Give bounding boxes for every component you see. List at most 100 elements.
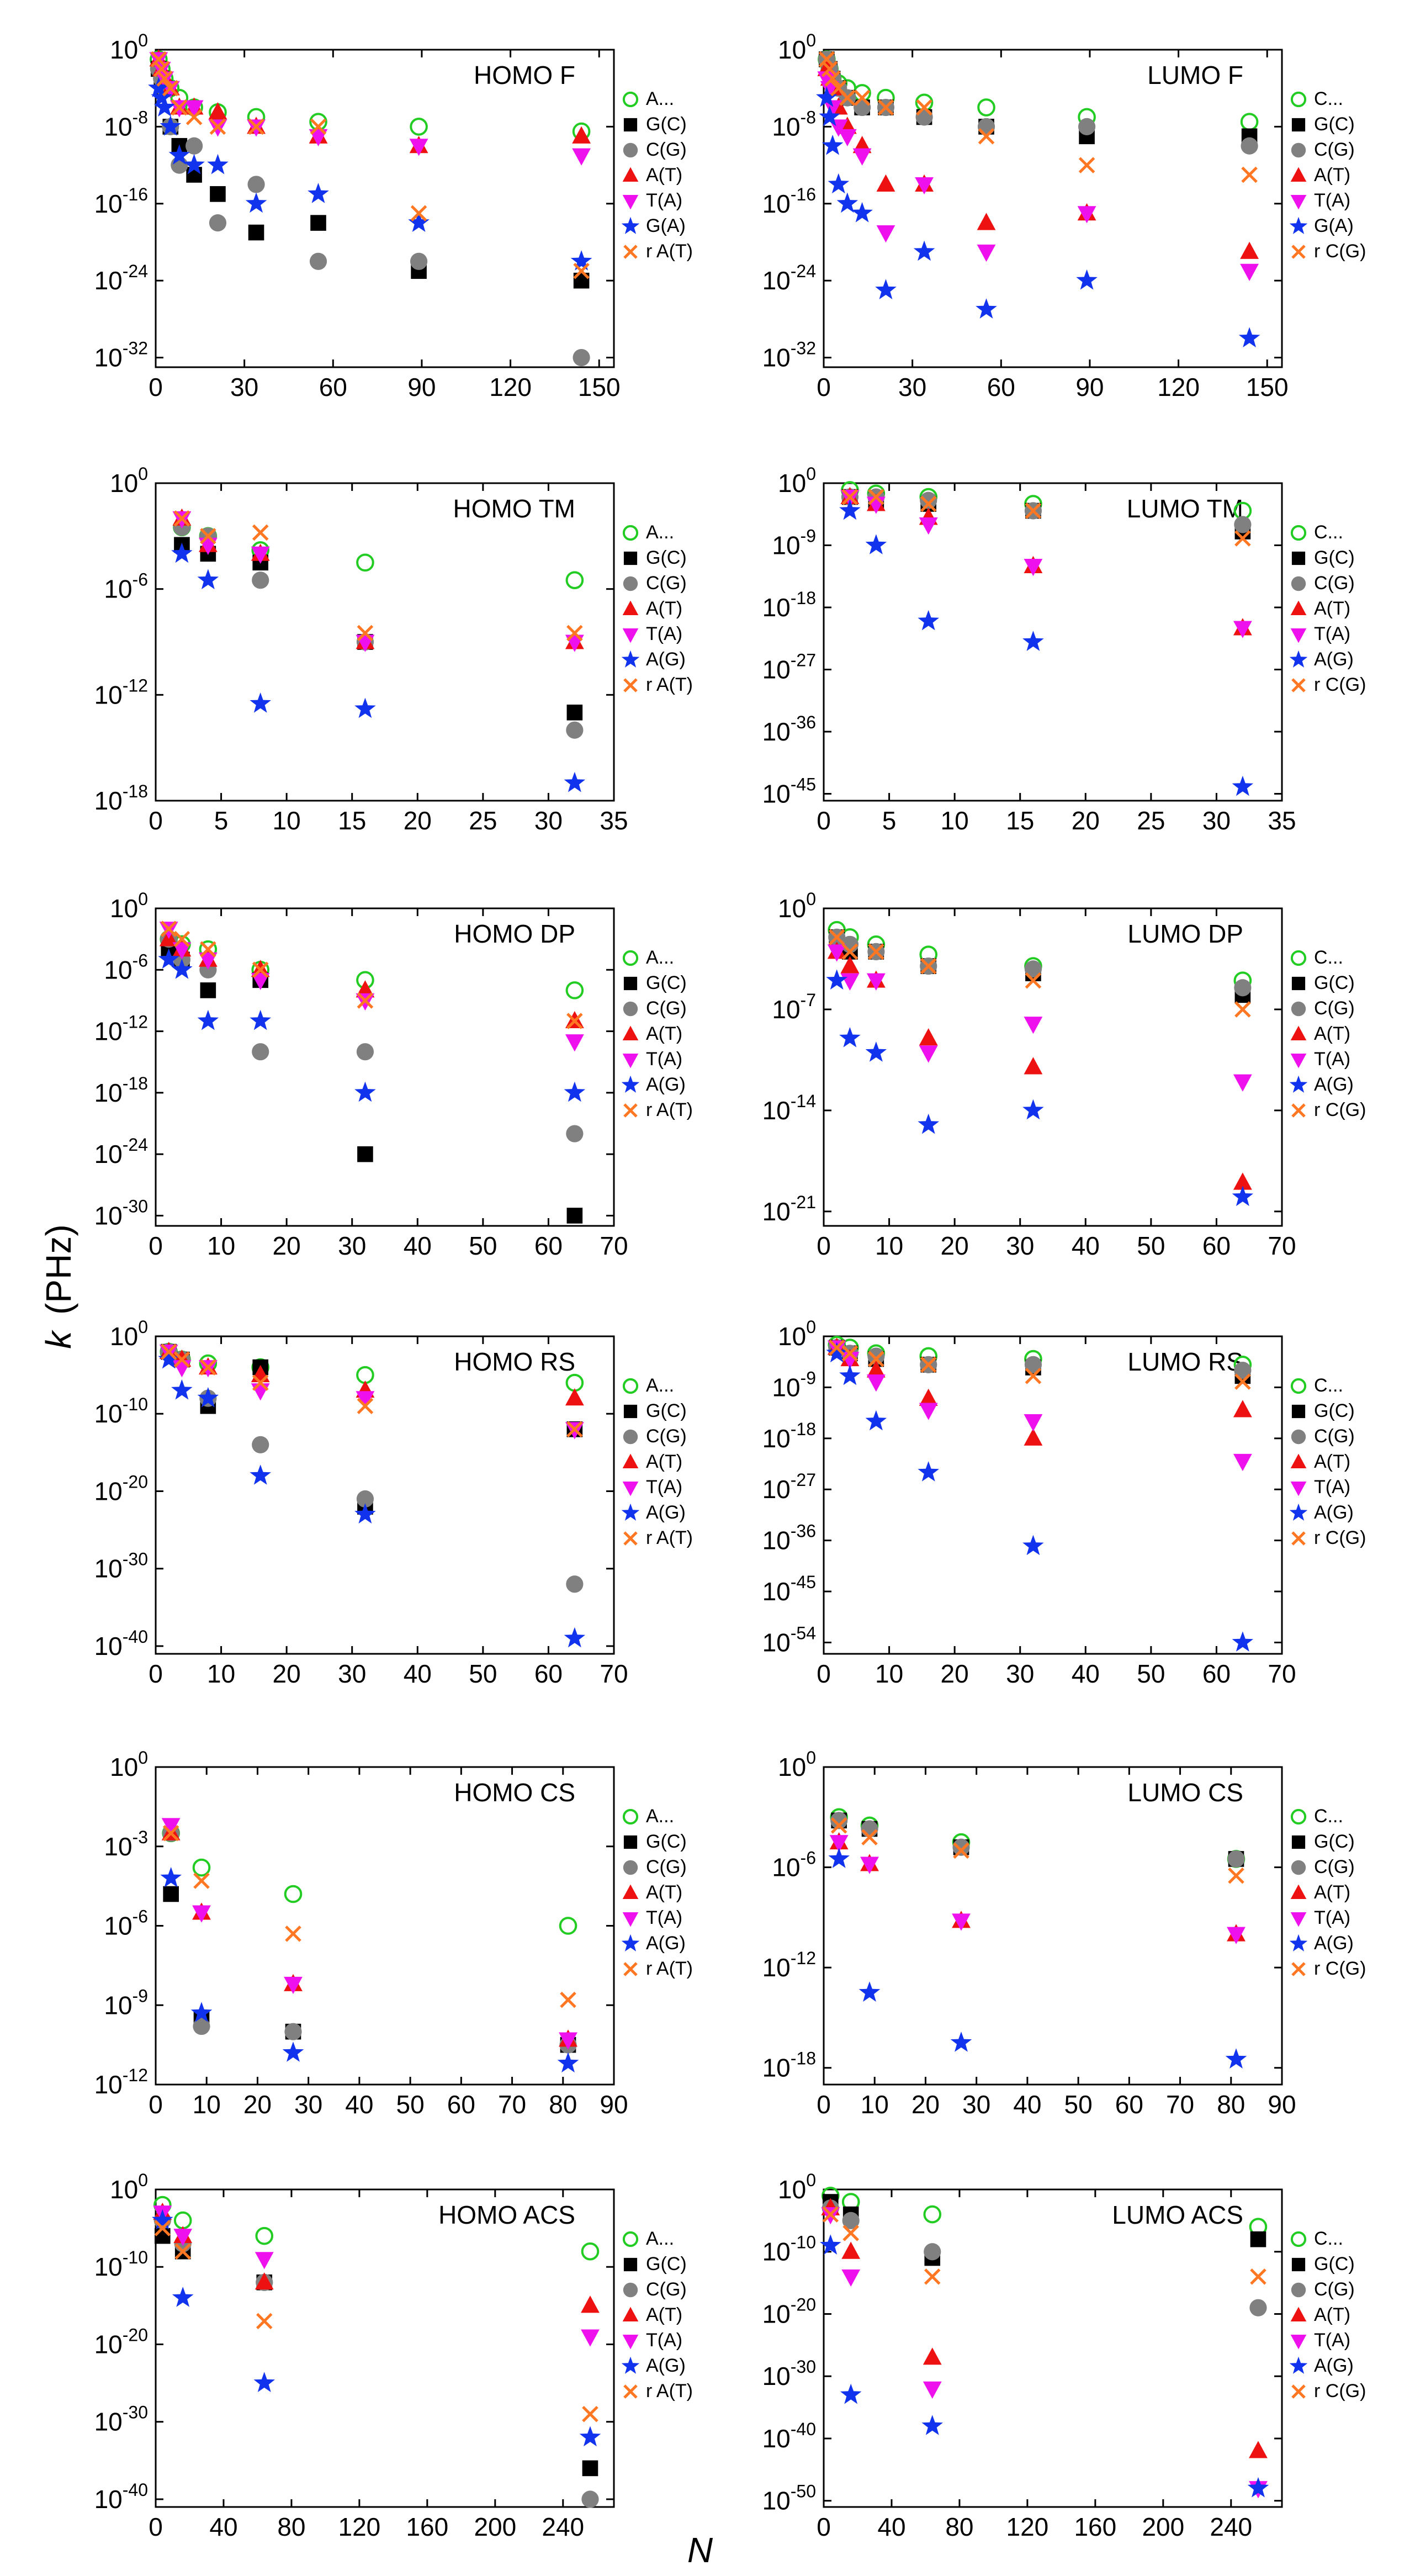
data-point	[256, 2313, 273, 2330]
legend-label: C(G)	[1314, 573, 1355, 594]
data-point	[841, 489, 858, 505]
legend-marker	[1290, 1884, 1307, 1899]
legend-marker	[623, 1835, 638, 1849]
legend-marker	[622, 2231, 639, 2247]
plot-title: HOMO DP	[454, 919, 575, 948]
data-point	[1025, 1368, 1042, 1384]
y-tick-label: 10-21	[762, 1192, 816, 1226]
x-tick-label: 25	[469, 806, 497, 835]
y-tick-label: 100	[778, 30, 816, 64]
data-point	[876, 174, 895, 192]
plot-title: HOMO TM	[453, 494, 575, 523]
data-point	[193, 2017, 210, 2035]
data-point	[579, 2426, 601, 2447]
data-point	[865, 534, 887, 554]
legend-marker	[622, 1453, 639, 1468]
legend-label: r C(G)	[1314, 1099, 1366, 1120]
legend-marker	[622, 1025, 639, 1040]
data-point	[1024, 1356, 1042, 1373]
data-point	[173, 1351, 190, 1368]
legend-label: r A(T)	[646, 241, 693, 262]
data-point	[565, 1034, 584, 1052]
legend-label: C...	[1314, 1375, 1343, 1396]
x-tick-label: 80	[945, 2512, 973, 2541]
legend-marker	[623, 976, 638, 991]
y-tick-label: 10-10	[94, 2247, 148, 2281]
plot-frame	[155, 1335, 615, 1655]
legend-label: G(C)	[646, 972, 687, 993]
series-a-g	[152, 2209, 601, 2447]
x-tick-label: 200	[1142, 2512, 1184, 2541]
x-tick-label: 30	[294, 2090, 322, 2119]
data-point	[250, 1464, 271, 1485]
plot-frame	[155, 907, 615, 1227]
legend-label: C(G)	[1314, 1856, 1355, 1877]
data-point	[200, 982, 216, 998]
data-point	[830, 1812, 848, 1829]
panel-lumo-f: 0 30 60 90 120 150 10-32 10-24 10-16 10-8 100 LUMO …	[762, 30, 1366, 401]
legend-label: G(C)	[646, 1831, 687, 1852]
data-point	[251, 546, 270, 564]
legend-marker	[1291, 1835, 1306, 1849]
legend-label: A(G)	[1314, 2355, 1354, 2376]
data-point	[839, 1027, 861, 1048]
legend: C... G(C) C(G) A(T) T(A) A(G) r C(G)	[1289, 1375, 1366, 1548]
x-tick-label: 50	[469, 1231, 497, 1260]
x-tick-label: 30	[338, 1659, 366, 1688]
x-tick-label: 10	[861, 2090, 889, 2119]
data-point	[171, 1379, 193, 1400]
series-r-a-t	[154, 2220, 598, 2422]
legend-marker	[622, 1912, 639, 1927]
x-tick-label: 40	[877, 2512, 905, 2541]
plot-title: HOMO CS	[454, 1778, 575, 1807]
legend-marker	[622, 525, 639, 541]
legend-marker	[1290, 91, 1307, 108]
legend-label: A(G)	[646, 1074, 686, 1095]
data-point	[252, 1436, 269, 1453]
legend-label: r A(T)	[646, 1958, 693, 1979]
x-tick-label: 60	[447, 2090, 475, 2119]
data-point	[858, 1981, 881, 2002]
data-point	[565, 571, 584, 589]
series-g-a	[148, 77, 592, 271]
data-point	[160, 115, 182, 136]
legend-label: A(G)	[1314, 1933, 1354, 1954]
legend-marker	[1291, 1103, 1306, 1118]
series-a-g	[826, 1342, 1254, 1652]
data-point	[565, 981, 584, 999]
y-tick-label: 10-6	[772, 1848, 816, 1882]
y-tick-label: 10-30	[94, 2403, 148, 2436]
data-point	[1234, 979, 1252, 997]
data-point	[255, 2272, 274, 2290]
data-point	[918, 1461, 939, 1482]
legend-label: C...	[1314, 1806, 1343, 1827]
data-point	[868, 943, 884, 960]
legend-label: G(C)	[646, 1400, 687, 1421]
data-point	[977, 98, 995, 117]
x-tick-label: 40	[404, 1231, 432, 1260]
data-point	[952, 1838, 970, 1856]
data-point	[197, 1387, 219, 1408]
series-t-a	[829, 1835, 1246, 1944]
x-tick-label: 200	[474, 2512, 516, 2541]
data-point	[566, 1208, 583, 1224]
data-point	[566, 1013, 583, 1029]
y-tick-label: 10-16	[762, 184, 816, 218]
plot-title: LUMO ACS	[1112, 2201, 1243, 2229]
data-point	[566, 1421, 583, 1438]
legend-marker	[623, 1001, 638, 1017]
panel-homo-cs: 0 10 20 30 40 50 60 70 80 90 10-12 10-9 10-6 10-3 100 H…	[94, 1748, 693, 2119]
data-point	[1024, 960, 1042, 978]
series-r-a-t	[150, 51, 590, 279]
legend-marker	[623, 1404, 638, 1419]
data-point	[171, 959, 193, 979]
legend: A... G(C) C(G) A(T) T(A) A(G) r A(T)	[621, 2228, 693, 2402]
legend-label: r C(G)	[1314, 1958, 1366, 1979]
y-tick-label: 10-20	[762, 2294, 816, 2328]
data-point	[1233, 1400, 1252, 1417]
legend-marker	[623, 551, 638, 565]
legend-label: G(C)	[1314, 547, 1355, 568]
legend-marker	[621, 650, 640, 668]
data-point	[827, 944, 846, 962]
x-tick-label: 80	[549, 2090, 577, 2119]
